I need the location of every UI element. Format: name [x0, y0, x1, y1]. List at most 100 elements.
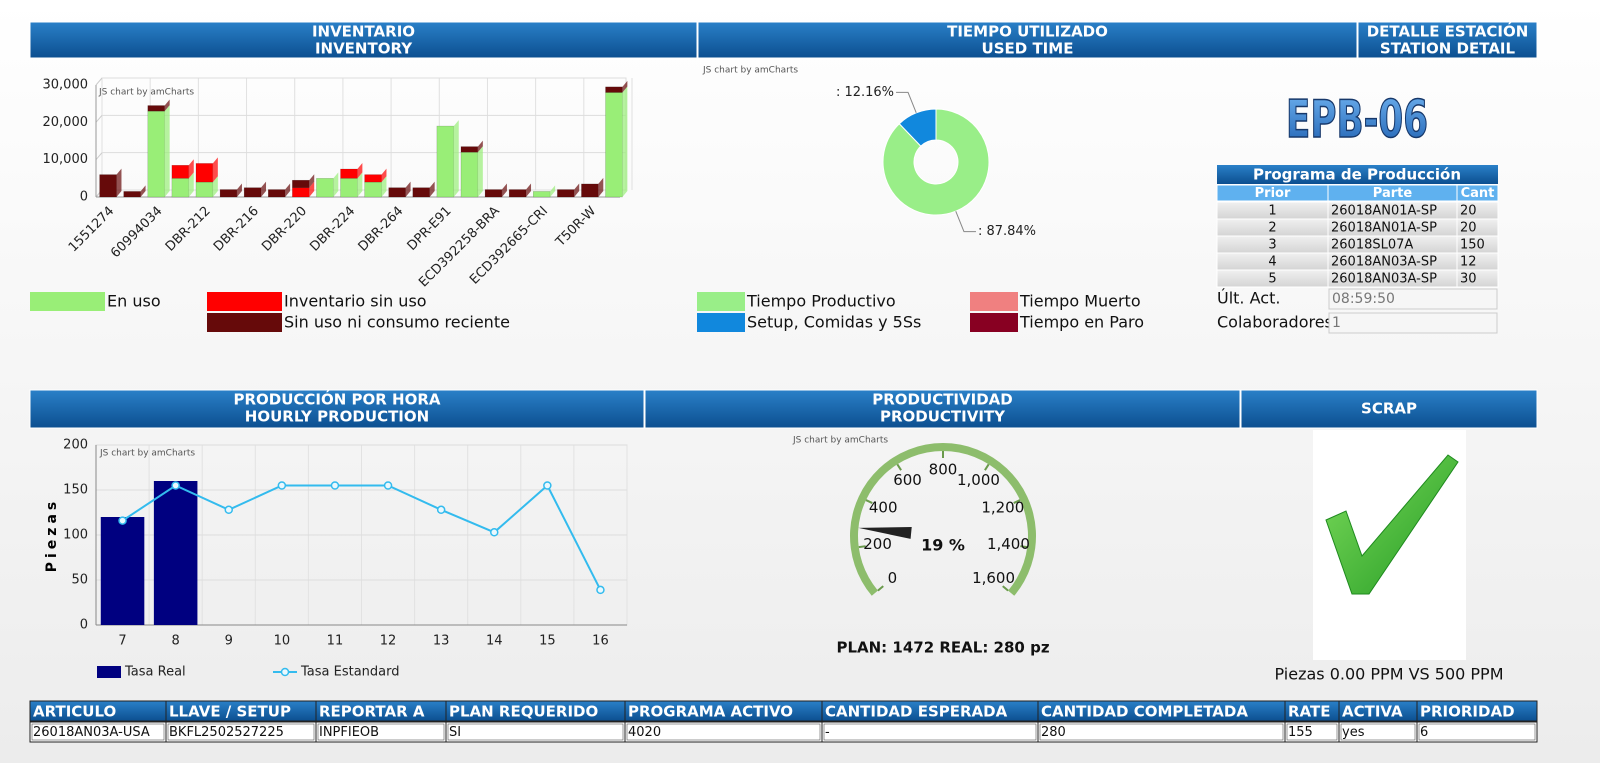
legend-swatch — [207, 292, 282, 311]
bar — [292, 179, 310, 188]
bar — [147, 110, 165, 198]
program-cell-text: 26018AN01A-SP — [1331, 221, 1437, 236]
panel-subtitle: USED TIME — [982, 40, 1074, 58]
bar — [364, 174, 382, 183]
x-tick-label: 16 — [592, 634, 609, 649]
panel-header — [1240, 389, 1538, 429]
table-header: ARTICULO — [33, 703, 116, 721]
table-cell-text: - — [825, 725, 830, 740]
program-cell-text: 20 — [1460, 221, 1477, 236]
x-tick-label: 13 — [433, 634, 450, 649]
bar-side — [164, 99, 170, 112]
legend-swatch — [97, 666, 121, 678]
program-cell-text: 150 — [1460, 238, 1485, 253]
program-cell-text: 20 — [1460, 204, 1477, 219]
x-tick-label: 11 — [327, 634, 344, 649]
table-cell-text: 280 — [1041, 725, 1066, 740]
table-cell-inner — [823, 723, 1037, 741]
legend-label: Tiempo Productivo — [746, 292, 896, 311]
table-cell-text: SI — [449, 725, 461, 740]
x-tick-label: 8 — [172, 634, 180, 649]
gauge-tick — [865, 499, 873, 504]
y-tick-label: 150 — [63, 483, 88, 498]
bar — [195, 181, 214, 198]
bar-side — [405, 181, 411, 197]
legend-swatch — [697, 292, 745, 311]
gauge-tick — [877, 585, 884, 592]
bar-side — [140, 185, 146, 197]
gauge-tick — [1002, 585, 1009, 592]
bar — [557, 189, 575, 198]
panel-title: PRODUCCIÓN POR HORA — [233, 390, 440, 409]
field-label: Colaboradores — [1217, 313, 1333, 332]
legend-label: Inventario sin uso — [284, 292, 427, 311]
legend-swatch — [697, 313, 745, 332]
bar — [123, 191, 141, 198]
bar-side — [477, 140, 483, 153]
bar-side — [357, 163, 363, 179]
bar-side — [550, 185, 556, 197]
bar-side — [501, 183, 507, 197]
table-cell — [1416, 721, 1538, 743]
bar — [195, 163, 214, 183]
bar-side — [333, 172, 339, 197]
program-cell-text: 26018SL07A — [1331, 238, 1413, 253]
gauge-summary: PLAN: 1472 REAL: 280 pz — [836, 639, 1049, 657]
bar — [460, 146, 479, 153]
x-tick-label: 12 — [380, 634, 397, 649]
panel-subtitle: STATION DETAIL — [1380, 40, 1516, 58]
table-header-cell — [1416, 700, 1538, 722]
panel-title: INVENTARIO — [312, 23, 415, 41]
line — [121, 483, 602, 591]
program-cell-text: 12 — [1460, 255, 1477, 270]
bar — [268, 189, 286, 198]
bar — [484, 189, 503, 198]
table-cell-text: yes — [1342, 725, 1365, 740]
x-tick-label: 9 — [225, 634, 233, 649]
bar — [171, 178, 190, 198]
line-point — [330, 481, 340, 490]
bar-side — [309, 181, 315, 197]
legend-label: Sin uso ni consumo reciente — [284, 313, 510, 332]
bar-side — [357, 172, 363, 197]
program-cell-text: 5 — [1268, 272, 1276, 287]
check-icon — [1325, 454, 1459, 595]
line-point — [277, 481, 287, 490]
bar — [316, 178, 334, 198]
legend-swatch — [970, 292, 1018, 311]
grid-line — [95, 152, 103, 160]
table-cell-inner — [167, 723, 315, 741]
panel-header — [697, 21, 1358, 59]
bar — [99, 174, 117, 198]
legend-swatch — [30, 292, 105, 311]
bar-side — [477, 146, 483, 197]
bar — [605, 92, 623, 198]
bar — [340, 178, 358, 198]
table-cell-inner — [317, 723, 445, 741]
bar — [605, 86, 623, 93]
legend-label: En uso — [107, 292, 161, 311]
gauge-tick-label: 600 — [893, 471, 922, 489]
bar-side — [261, 181, 267, 197]
bar-side — [309, 174, 315, 188]
panel-header — [29, 389, 645, 429]
bar — [533, 191, 551, 198]
bar-side — [453, 120, 459, 197]
gauge-tick-label: 1,000 — [957, 471, 1000, 489]
table-cell-inner — [447, 723, 624, 741]
program-cell-text: 1 — [1268, 204, 1276, 219]
station-name: EPB-06 — [1286, 90, 1428, 150]
panel-subtitle: HOURLY PRODUCTION — [245, 408, 429, 426]
chart-credit: JS chart by amCharts — [98, 88, 194, 98]
pie-value-label: : 87.84% — [978, 224, 1036, 239]
label-line — [955, 210, 976, 233]
line-point — [224, 505, 233, 515]
bar — [243, 187, 262, 198]
gauge-tick-label: 1,400 — [987, 535, 1030, 553]
gauge-tick-label: 0 — [888, 569, 898, 587]
table-cell — [1037, 721, 1286, 743]
bar-side — [381, 168, 387, 183]
bar — [508, 189, 527, 198]
bar — [388, 187, 406, 198]
